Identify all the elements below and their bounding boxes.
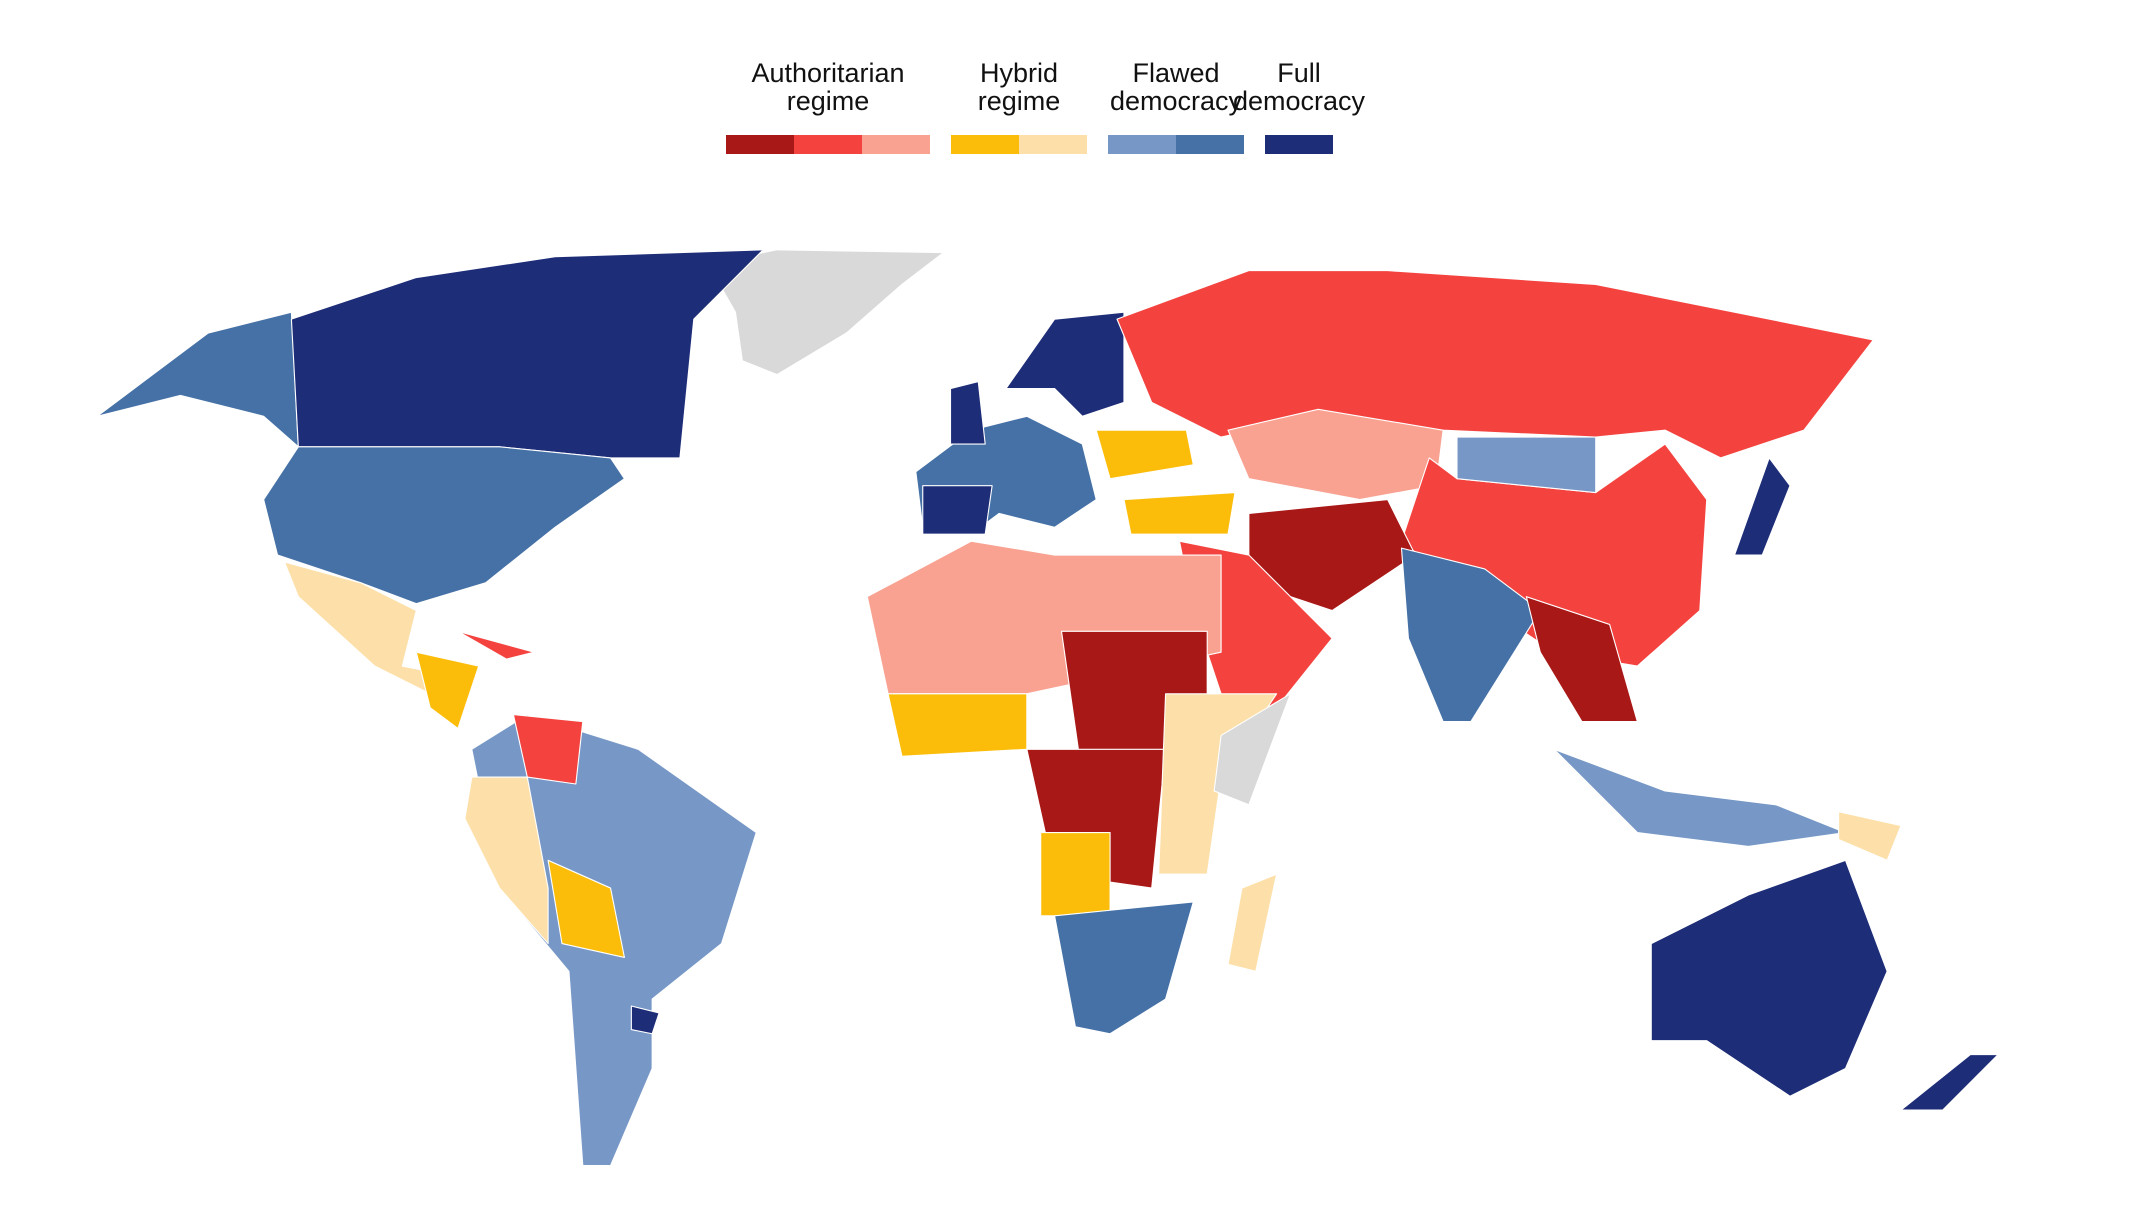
japan <box>1733 457 1791 556</box>
alaska <box>96 311 299 448</box>
west-africa <box>887 693 1028 757</box>
uk <box>949 381 986 445</box>
legend-swatch <box>794 135 862 154</box>
legend-swatch <box>1176 135 1244 154</box>
legend-swatch <box>951 135 1019 154</box>
indonesia <box>1553 748 1847 847</box>
legend-label: Flawed <box>1132 58 1219 88</box>
canada <box>290 249 764 459</box>
southern-africa <box>1054 901 1194 1035</box>
legend-label: regime <box>787 86 870 116</box>
legend-label: Full <box>1277 58 1321 88</box>
bolivia <box>547 859 625 958</box>
cuba <box>457 630 535 660</box>
turkey <box>1123 492 1236 535</box>
somalia <box>1213 693 1292 806</box>
ukraine <box>1095 429 1194 480</box>
australia <box>1650 859 1888 1097</box>
legend-label: democracy <box>1110 86 1243 116</box>
legend-swatch <box>1019 135 1087 154</box>
legend-swatch <box>1265 135 1333 154</box>
peru <box>464 776 549 945</box>
usa <box>263 446 625 605</box>
scandinavia <box>1005 311 1125 417</box>
spain <box>922 485 993 535</box>
southeast-asia <box>1525 596 1638 723</box>
legend-label: Hybrid <box>980 58 1058 88</box>
uruguay <box>630 1005 660 1035</box>
legend-label: regime <box>978 86 1061 116</box>
greenland <box>707 249 945 376</box>
angola <box>1040 832 1111 917</box>
legend: AuthoritarianregimeHybridregimeFlaweddem… <box>726 58 1366 154</box>
new-zealand <box>1900 1054 1999 1111</box>
papua <box>1838 811 1902 861</box>
legend-label: democracy <box>1233 86 1366 116</box>
central-america <box>415 651 480 730</box>
legend-swatch <box>862 135 930 154</box>
legend-label: Authoritarian <box>751 58 904 88</box>
legend-swatch <box>1108 135 1176 154</box>
world-map <box>96 249 1999 1167</box>
mongolia <box>1456 436 1597 494</box>
legend-swatch <box>726 135 794 154</box>
india <box>1400 547 1541 723</box>
venezuela <box>512 714 584 785</box>
madagascar <box>1227 873 1278 972</box>
